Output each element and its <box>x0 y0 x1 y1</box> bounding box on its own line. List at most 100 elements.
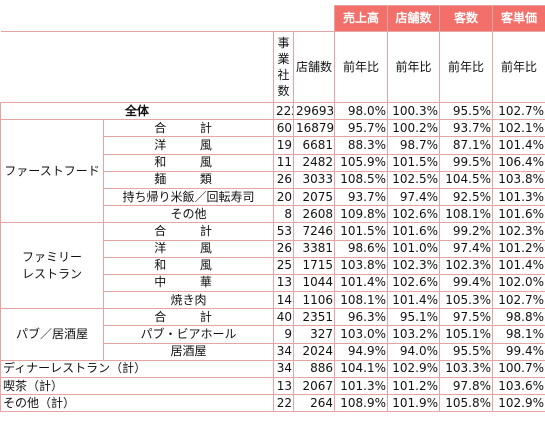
cell-unit-price-yoy: 102.7% <box>492 101 545 121</box>
cell-sales-yoy: 105.9% <box>334 153 388 172</box>
header-store-count: 店舗数 <box>293 31 335 103</box>
cell-stores-yoy: 102.3% <box>387 256 440 275</box>
cell-stores-yoy: 101.0% <box>387 239 440 258</box>
cell-sales-yoy: 101.3% <box>334 376 388 396</box>
header-stores: 店舗数 <box>387 5 440 32</box>
cell-unit-price-yoy: 102.1% <box>492 119 545 138</box>
category-label-line: ファミリー <box>21 249 82 264</box>
header-row-sub: 事 業 社 数 店舗数 前年比 前年比 前年比 前年比 <box>0 31 545 103</box>
cell-store-count: 6681 <box>293 136 335 155</box>
cell-customers-yoy: 105.1% <box>439 325 493 344</box>
table-row: ファミリー レストラン合 計 53 7246 101.5% 101.6% 99.2% 102.… <box>0 222 545 310</box>
cell-stores-yoy: 98.7% <box>387 136 440 155</box>
row-label: その他（計） <box>0 394 274 413</box>
table-row: 和 風 25 1715 103.8% 102.3% 102.3% 101.4% <box>1 256 545 275</box>
cell-sales-yoy: 103.8% <box>334 256 388 275</box>
cell-company-count: 11 <box>273 153 294 172</box>
cell-customers-yoy: 97.8% <box>439 376 493 396</box>
cell-company-count: 60 <box>273 119 294 138</box>
cell-customers-yoy: 92.5% <box>439 187 493 207</box>
cell-sales-yoy: 93.7% <box>334 187 388 207</box>
table-row: その他（計） 22 264 108.9% 101.9% 105.8% 102.9% <box>0 394 545 413</box>
cell-customers-yoy: 103.3% <box>439 359 493 379</box>
subcategory-label: 中 華 <box>103 273 274 293</box>
header-yoy-unit-price: 前年比 <box>492 31 545 103</box>
cell-stores-yoy: 95.1% <box>387 308 440 327</box>
cell-unit-price-yoy: 98.1% <box>492 325 545 344</box>
cell-company-count: 22 <box>273 394 294 413</box>
cell-stores-yoy: 101.6% <box>387 222 440 241</box>
table-row: 洋 風 19 6681 88.3% 98.7% 87.1% 101.4% <box>1 136 545 155</box>
cell-stores-yoy: 102.6% <box>387 205 440 224</box>
cell-customers-yoy: 97.4% <box>439 239 493 258</box>
cell-unit-price-yoy: 102.3% <box>492 222 545 241</box>
cell-unit-price-yoy: 102.9% <box>492 394 545 413</box>
cell-company-count: 14 <box>273 291 294 310</box>
cell-company-count: 26 <box>273 239 294 258</box>
cell-store-count: 3381 <box>293 239 335 258</box>
cell-sales-yoy: 109.8% <box>334 205 388 224</box>
cell-store-count: 886 <box>293 359 335 379</box>
header-company-count-char: 事 <box>277 36 290 50</box>
cell-unit-price-yoy: 98.8% <box>492 308 545 327</box>
category-label: パブ／居酒屋 <box>0 308 104 361</box>
row-label: ディナーレストラン（計） <box>0 359 274 379</box>
cell-sales-yoy: 96.3% <box>334 308 388 327</box>
cell-sales-yoy: 101.4% <box>334 273 388 293</box>
cell-company-count: 40 <box>273 308 294 327</box>
cell-customers-yoy: 99.5% <box>439 153 493 172</box>
cell-sales-yoy: 94.9% <box>334 342 388 361</box>
row-label: 喫茶（計） <box>0 376 274 396</box>
category-label: ファーストフード <box>0 119 104 224</box>
cell-store-count: 264 <box>293 394 335 413</box>
subcategory-label: 洋 風 <box>103 239 274 258</box>
cell-store-count: 16879 <box>293 119 335 138</box>
cell-company-count: 25 <box>273 256 294 275</box>
header-unit-price: 客単価 <box>492 5 545 32</box>
cell-stores-yoy: 101.2% <box>387 376 440 396</box>
cell-customers-yoy: 97.5% <box>439 308 493 327</box>
cell-unit-price-yoy: 101.4% <box>492 136 545 155</box>
subcategory-label: 居酒屋 <box>103 342 274 361</box>
subcategory-label: 持ち帰り米飯／回転寿司 <box>103 187 274 207</box>
cell-customers-yoy: 105.3% <box>439 291 493 310</box>
table-row: 持ち帰り米飯／回転寿司 20 2075 93.7% 97.4% 92.5% 101.3% <box>1 187 545 207</box>
subcategory-label: 洋 風 <box>103 136 274 155</box>
cell-unit-price-yoy: 101.4% <box>492 256 545 275</box>
cell-unit-price-yoy: 103.6% <box>492 376 545 396</box>
cell-store-count: 2608 <box>293 205 335 224</box>
cell-customers-yoy: 93.7% <box>439 119 493 138</box>
cell-unit-price-yoy: 106.4% <box>492 153 545 172</box>
cell-store-count: 7246 <box>293 222 335 241</box>
header-blank <box>0 5 335 32</box>
cell-company-count: 34 <box>273 342 294 361</box>
cell-unit-price-yoy: 102.7% <box>492 291 545 310</box>
cell-stores-yoy: 102.9% <box>387 359 440 379</box>
cell-store-count: 327 <box>293 325 335 344</box>
header-company-count-char: 数 <box>277 84 290 98</box>
cell-company-count: 19 <box>273 136 294 155</box>
category-label-line: レストラン <box>21 266 82 281</box>
subcategory-label: 和 風 <box>103 153 274 172</box>
header-company-count-char: 業 <box>277 52 290 66</box>
cell-store-count: 1715 <box>293 256 335 275</box>
stats-table: 売上高 店舗数 客数 客単価 事 業 社 数 店舗数 前年比 前年比 前年比 前… <box>0 5 545 413</box>
cell-sales-yoy: 98.6% <box>334 239 388 258</box>
cell-stores-yoy: 94.0% <box>387 342 440 361</box>
table-row: パブ・ビアホール 9 327 103.0% 103.2% 105.1% 98.1% <box>1 325 545 344</box>
cell-company-count: 53 <box>273 222 294 241</box>
table-row: その他 8 2608 109.8% 102.6% 108.1% 101.6% <box>1 205 545 224</box>
cell-company-count: 13 <box>273 273 294 293</box>
cell-stores-yoy: 100.2% <box>387 119 440 138</box>
cell-store-count: 1044 <box>293 273 335 293</box>
table-row: 洋 風 26 3381 98.6% 101.0% 97.4% 101.2% <box>1 239 545 258</box>
header-row-groups: 売上高 店舗数 客数 客単価 <box>0 5 545 32</box>
subcategory-label: 合 計 <box>103 119 274 138</box>
cell-stores-yoy: 102.6% <box>387 273 440 293</box>
cell-unit-price-yoy: 100.7% <box>492 359 545 379</box>
table-row: ディナーレストラン（計） 34 886 104.1% 102.9% 103.3% 100.7… <box>0 359 545 379</box>
cell-store-count: 29693 <box>293 101 335 121</box>
header-yoy-stores: 前年比 <box>387 31 440 103</box>
cell-sales-yoy: 108.9% <box>334 394 388 413</box>
cell-company-count: 13 <box>273 376 294 396</box>
